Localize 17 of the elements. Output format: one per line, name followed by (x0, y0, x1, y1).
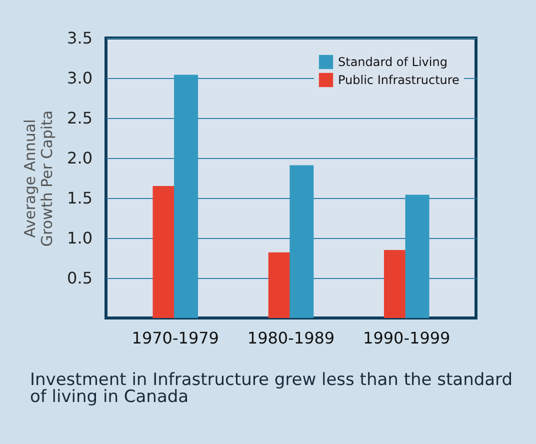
y-tick-label: 1.5 (67, 188, 92, 208)
legend-label: Standard of Living (338, 55, 448, 69)
text: Investment in Infrastructure grew less than the standard of living in Canada (30, 370, 514, 407)
bar (174, 74, 198, 318)
y-tick-label: 1.0 (67, 228, 92, 248)
x-tick-label: 1980-1989 (247, 328, 335, 348)
legend-label: Public Infrastructure (338, 73, 460, 87)
y-tick-label: 3.0 (67, 68, 92, 88)
y-axis-title: Average Annual Growth Per Capita (21, 110, 56, 247)
x-tick-label: 1990-1999 (363, 328, 450, 348)
bar (405, 194, 430, 318)
y-tick-label: 3.5 (67, 28, 92, 48)
y-tick-label: 2.0 (67, 148, 92, 168)
y-tick-label: 0.5 (67, 268, 92, 288)
x-tick-label: 1970-1979 (132, 328, 219, 348)
y-tick-label: 2.5 (67, 108, 92, 128)
bar (290, 165, 314, 318)
